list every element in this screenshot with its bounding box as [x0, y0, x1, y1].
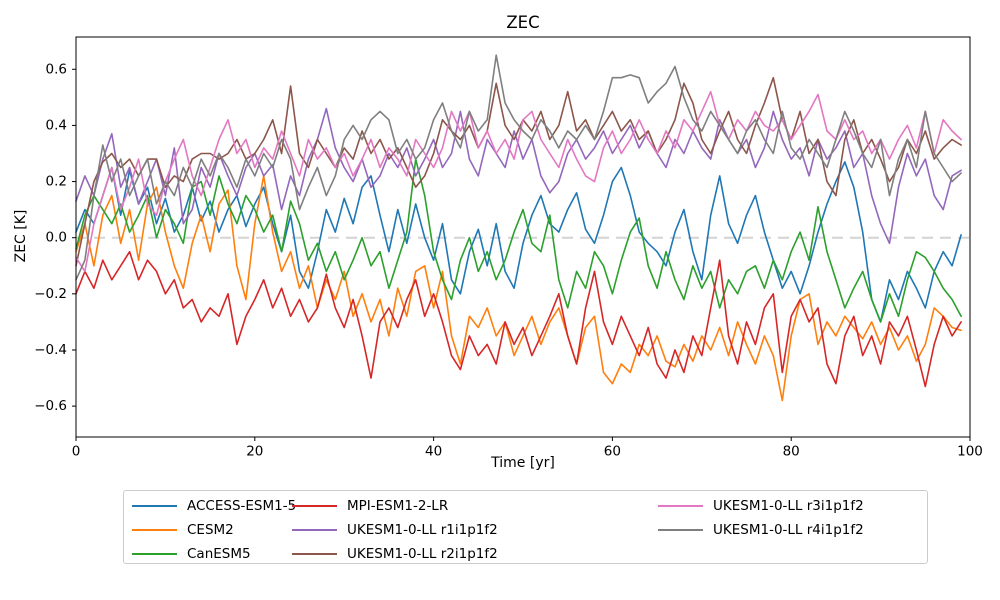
legend-item-label: CanESM5: [187, 546, 251, 562]
x-tick-label: 20: [246, 444, 263, 460]
legend-line-swatch: [292, 528, 337, 532]
legend-item: CanESM5: [132, 542, 296, 566]
legend-item: CESM2: [132, 518, 296, 542]
legend-line-swatch: [658, 504, 703, 508]
legend-item: UKESM1-0-LL r1i1p1f2: [292, 518, 498, 542]
legend: ACCESS-ESM1-5 CESM2 CanESM5 MPI-ESM1-2-LR UK…: [123, 490, 928, 564]
series-line-1: [75, 161, 962, 323]
legend-item: MPI-ESM1-2-LR: [292, 494, 498, 518]
series-line-7: [75, 90, 962, 273]
legend-line-swatch: [658, 528, 703, 532]
y-tick-label: 0.4: [46, 117, 67, 133]
legend-item: ACCESS-ESM1-5: [132, 494, 296, 518]
x-tick-label: 80: [783, 444, 800, 460]
series-line-2: [75, 175, 962, 402]
legend-item: UKESM1-0-LL r2i1p1f2: [292, 542, 498, 566]
legend-column: UKESM1-0-LL r3i1p1f2 UKESM1-0-LL r4i1p1f2: [658, 494, 864, 542]
legend-item-label: CESM2: [187, 522, 234, 538]
y-tick-label: −0.2: [34, 286, 67, 302]
series-line-3: [75, 158, 962, 323]
axes-frame: [75, 36, 971, 438]
legend-item-label: UKESM1-0-LL r2i1p1f2: [347, 546, 498, 562]
legend-line-swatch: [292, 552, 337, 556]
x-tick-label: 40: [425, 444, 442, 460]
y-tick-label: −0.6: [34, 398, 67, 414]
legend-column: MPI-ESM1-2-LR UKESM1-0-LL r1i1p1f2 UKESM1-…: [292, 494, 498, 566]
legend-item-label: UKESM1-0-LL r3i1p1f2: [713, 498, 864, 514]
legend-item-label: ACCESS-ESM1-5: [187, 498, 297, 514]
y-tick-label: 0.0: [46, 230, 67, 246]
y-tick-label: −0.4: [34, 342, 67, 358]
legend-item-label: UKESM1-0-LL r4i1p1f2: [713, 522, 864, 538]
series-line-8: [75, 54, 962, 281]
y-tick-label: 0.6: [46, 61, 67, 77]
legend-line-swatch: [292, 504, 337, 508]
x-tick-label: 0: [72, 444, 81, 460]
legend-item: UKESM1-0-LL r4i1p1f2: [658, 518, 864, 542]
x-tick-label: 60: [604, 444, 621, 460]
legend-item-label: UKESM1-0-LL r1i1p1f2: [347, 522, 498, 538]
series-line-5: [75, 107, 962, 245]
legend-item-label: MPI-ESM1-2-LR: [347, 498, 449, 514]
y-tick-label: 0.2: [46, 174, 67, 190]
legend-item: UKESM1-0-LL r3i1p1f2: [658, 494, 864, 518]
x-tick-label: 100: [957, 444, 983, 460]
chart-title: ZEC: [506, 13, 540, 32]
series-line-4: [75, 250, 962, 388]
x-axis-label: Time [yr]: [491, 455, 555, 471]
legend-line-swatch: [132, 504, 177, 508]
legend-column: ACCESS-ESM1-5 CESM2 CanESM5: [132, 494, 296, 566]
legend-line-swatch: [132, 528, 177, 532]
legend-line-swatch: [132, 552, 177, 556]
y-axis-label: ZEC [K]: [13, 209, 29, 263]
